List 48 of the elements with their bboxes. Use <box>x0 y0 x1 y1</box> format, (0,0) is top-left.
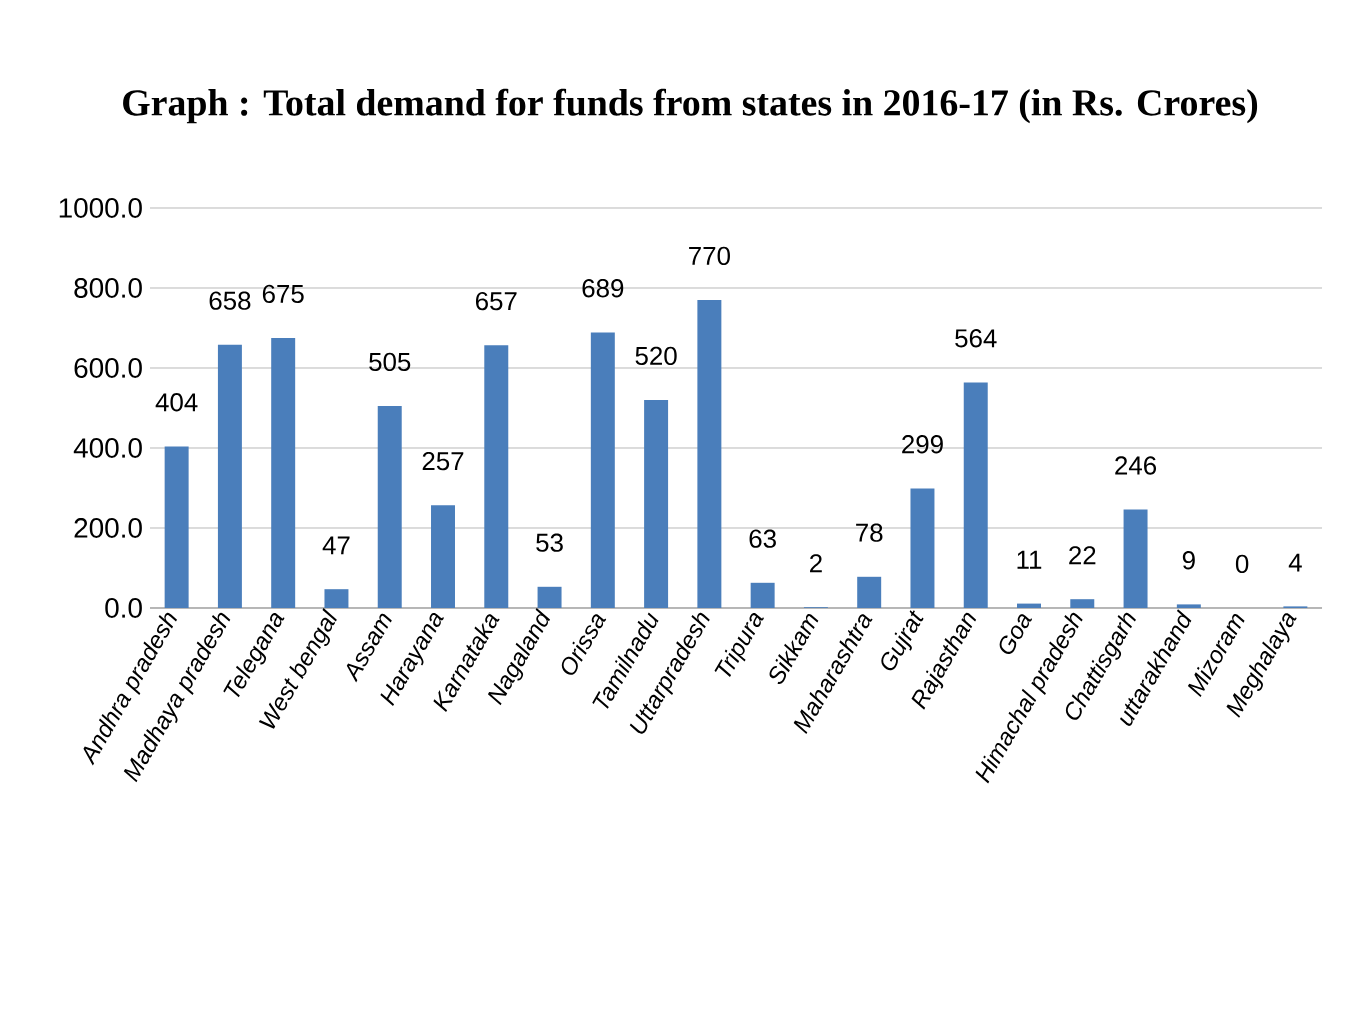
data-label: 505 <box>369 352 411 372</box>
y-tick-label: 800.0 <box>74 278 142 298</box>
data-label: 689 <box>582 279 624 298</box>
data-label: 520 <box>635 346 677 366</box>
data-label: 257 <box>422 451 464 471</box>
data-label: 564 <box>955 329 997 348</box>
bar <box>590 332 615 608</box>
bar <box>164 446 189 608</box>
bar <box>1070 599 1095 608</box>
bar <box>910 488 935 608</box>
y-tick-label: 200.0 <box>74 518 142 538</box>
bar <box>1176 604 1201 608</box>
data-label: 22 <box>1069 546 1096 565</box>
bar <box>537 586 562 608</box>
data-label: 404 <box>155 393 198 412</box>
data-label: 78 <box>856 523 883 542</box>
bar <box>324 589 349 608</box>
x-tick-label: Goa <box>999 614 1033 655</box>
y-tick-label: 400.0 <box>73 438 142 458</box>
data-label: 9 <box>1182 551 1195 570</box>
data-label: 246 <box>1115 456 1157 475</box>
bar <box>644 399 669 608</box>
data-label: 11 <box>1017 550 1042 569</box>
data-label: 770 <box>689 246 730 266</box>
bar <box>963 382 988 608</box>
data-label: 47 <box>322 536 350 555</box>
bar <box>217 344 242 608</box>
bar <box>697 299 722 608</box>
data-label: 63 <box>749 529 776 548</box>
bar <box>857 576 882 608</box>
bar <box>377 405 402 608</box>
data-label: 0 <box>1235 554 1249 574</box>
y-tick-label: 600.0 <box>74 358 142 378</box>
bar <box>271 337 296 608</box>
bar <box>431 505 455 608</box>
data-label: 4 <box>1288 553 1302 572</box>
data-label: 53 <box>536 533 563 552</box>
data-label: 658 <box>209 291 251 310</box>
chart-title: Graph : Total demand for funds from states in 2016-17 (in Rs. Crores) <box>123 88 1258 124</box>
bar <box>484 345 509 608</box>
y-tick-label: 1000.0 <box>59 198 142 218</box>
bar <box>750 582 775 608</box>
bar <box>1017 603 1041 608</box>
data-label: 675 <box>262 284 304 304</box>
data-label: 657 <box>475 291 517 311</box>
data-label: 299 <box>902 435 943 454</box>
data-label: 2 <box>810 554 822 573</box>
bar <box>1123 509 1148 608</box>
